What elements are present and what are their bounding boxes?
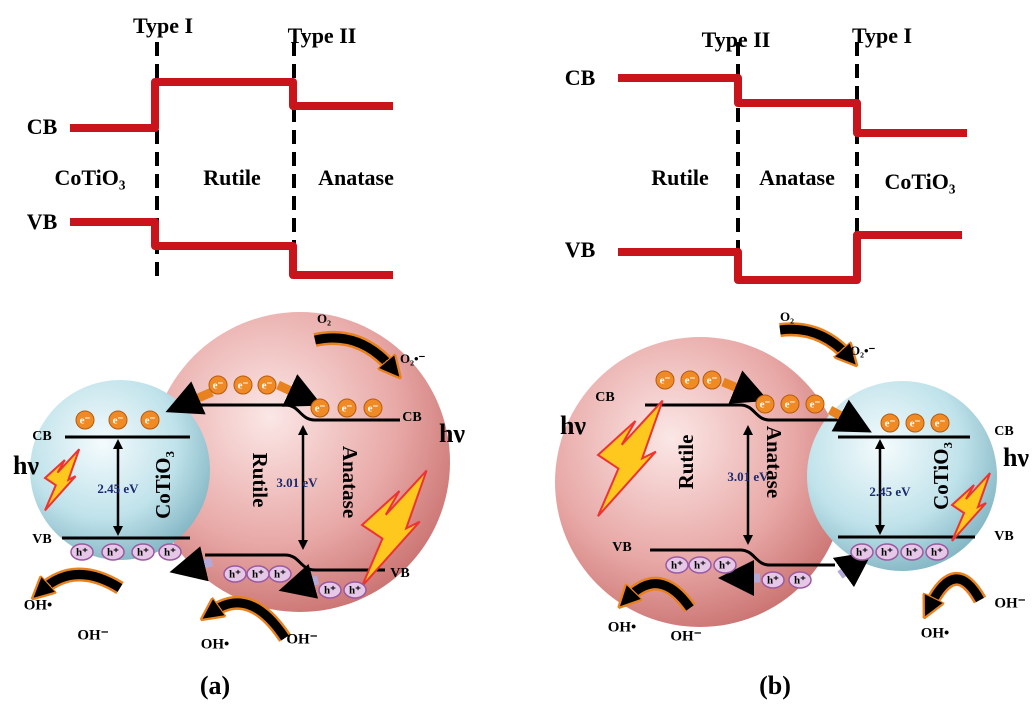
electron-label: e⁻ xyxy=(113,415,124,427)
hole-label: h⁺ xyxy=(694,560,706,572)
transfer-arrow xyxy=(296,580,318,586)
interface-label: Type I xyxy=(133,13,193,38)
cb-edge xyxy=(70,82,393,128)
light-label: hν xyxy=(560,411,586,440)
electron-label: e⁻ xyxy=(315,403,326,415)
band-label: CB xyxy=(32,429,51,444)
cb-label: CB xyxy=(565,65,596,90)
vb-label: VB xyxy=(27,209,58,234)
interface-label: Type II xyxy=(702,27,771,52)
region-label: Rutile xyxy=(203,165,261,190)
band-gap-label: 2.45 eV xyxy=(97,481,139,496)
interface-label: Type I xyxy=(852,23,912,48)
species-label: OH• xyxy=(608,619,637,635)
electron-label: e⁻ xyxy=(368,403,379,415)
hole-label: h⁺ xyxy=(137,547,149,559)
vb-label: VB xyxy=(565,237,596,262)
hole-label: h⁺ xyxy=(76,547,88,559)
electron-label: e⁻ xyxy=(785,399,796,411)
light-label: hν xyxy=(13,451,39,480)
material-label: CoTiO₃ xyxy=(929,442,953,510)
hole-label: h⁺ xyxy=(349,585,361,597)
band-label: CB xyxy=(402,410,421,425)
hole-label: h⁺ xyxy=(881,547,893,559)
electron-label: e⁻ xyxy=(145,415,156,427)
electron-label: e⁻ xyxy=(885,418,896,430)
material-label: Rutile xyxy=(674,435,698,490)
cb-label: CB xyxy=(27,114,58,139)
hole-label: h⁺ xyxy=(164,547,176,559)
electron-label: e⁻ xyxy=(80,415,91,427)
species-label: OH⁻ xyxy=(994,595,1025,611)
hole-label: h⁺ xyxy=(229,569,241,581)
species-label: OH• xyxy=(24,597,53,613)
electron-label: e⁻ xyxy=(810,399,821,411)
hole-label: h⁺ xyxy=(931,547,943,559)
reaction-arrow xyxy=(780,329,848,356)
light-label: hν xyxy=(1003,443,1029,472)
electron-label: e⁻ xyxy=(660,375,671,387)
electron-label: e⁻ xyxy=(935,418,946,430)
light-label: hν xyxy=(439,419,465,448)
band-label: CB xyxy=(994,424,1013,439)
species-label: O₂•⁻ xyxy=(400,351,426,366)
band-label: VB xyxy=(612,540,631,555)
hole-label: h⁺ xyxy=(906,547,918,559)
electron-label: e⁻ xyxy=(760,399,771,411)
band-label: VB xyxy=(32,532,51,547)
band-label: CB xyxy=(595,390,614,405)
material-label: Rutile xyxy=(248,453,272,508)
hole-label: h⁺ xyxy=(767,575,779,587)
electron-label: e⁻ xyxy=(342,403,353,415)
electron-label: e⁻ xyxy=(213,380,224,392)
electron-label: e⁻ xyxy=(685,375,696,387)
band-gap-label: 3.01 eV xyxy=(276,475,318,490)
band-label: VB xyxy=(994,529,1013,544)
figure: Type I Type II CB VB CoTiO₃ Rutile Anatase Type… xyxy=(0,0,1034,705)
hole-label: h⁺ xyxy=(794,575,806,587)
band-gap-label: 2.45 eV xyxy=(869,484,911,499)
electron-label: e⁻ xyxy=(238,380,249,392)
material-label: Anatase xyxy=(762,426,786,498)
material-label: Anatase xyxy=(338,446,362,518)
hole-label: h⁺ xyxy=(671,560,683,572)
region-label: CoTiO₃ xyxy=(885,169,956,194)
material-label: CoTiO₃ xyxy=(151,451,175,519)
hole-label: h⁺ xyxy=(324,585,336,597)
interface-label: Type II xyxy=(288,23,357,48)
hole-label: h⁺ xyxy=(274,569,286,581)
region-label: Anatase xyxy=(759,165,835,190)
vb-edge xyxy=(618,235,962,280)
vb-edge xyxy=(70,222,393,275)
transfer-arrow xyxy=(840,562,858,575)
species-label: O₂ xyxy=(780,309,794,324)
species-label: O₂ xyxy=(317,311,331,326)
hole-label: h⁺ xyxy=(719,560,731,572)
transfer-arrow xyxy=(187,562,212,568)
electron-label: e⁻ xyxy=(910,418,921,430)
hole-label: h⁺ xyxy=(252,569,264,581)
band-label: VB xyxy=(390,566,409,581)
region-label: Anatase xyxy=(318,165,394,190)
species-label: OH⁻ xyxy=(670,628,701,644)
species-label: OH⁻ xyxy=(286,631,317,647)
hole-label: h⁺ xyxy=(107,547,119,559)
electron-label: e⁻ xyxy=(707,375,718,387)
species-label: OH⁻ xyxy=(77,627,108,643)
species-label: OH• xyxy=(201,636,230,652)
hole-label: h⁺ xyxy=(856,547,868,559)
electron-label: e⁻ xyxy=(262,380,273,392)
species-label: OH• xyxy=(921,625,950,641)
panel-label: (a) xyxy=(200,671,230,700)
cb-edge xyxy=(618,78,967,133)
region-label: CoTiO₃ xyxy=(55,165,126,190)
panel-label: (b) xyxy=(759,671,791,700)
region-label: Rutile xyxy=(651,165,709,190)
species-label: O₂•⁻ xyxy=(850,343,876,358)
